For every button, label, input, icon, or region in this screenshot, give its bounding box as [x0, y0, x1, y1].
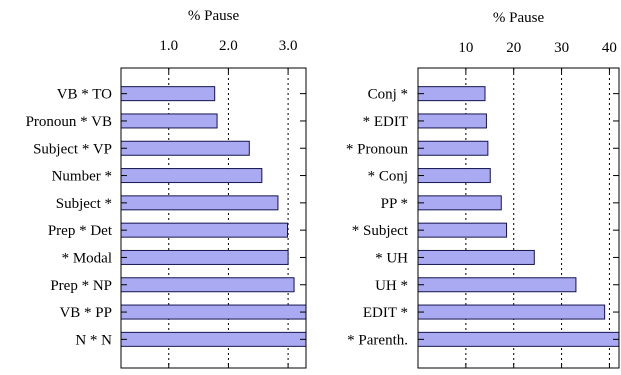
x-tick-label: 30 [554, 40, 569, 56]
axis-title: % Pause [493, 10, 545, 26]
x-tick-label: 1.0 [159, 38, 178, 54]
bar [417, 140, 489, 156]
category-label: VB * TO [57, 87, 112, 103]
category-label: PP * [381, 196, 408, 212]
bar [417, 331, 620, 347]
category-label: UH * [375, 278, 408, 294]
category-label: Prep * NP [50, 278, 112, 294]
chart-panel-1: % Pause 1.0 2.0 3.0 VB * TO Pronoun * VB Subje… [26, 8, 307, 369]
category-label: Prep * Det [48, 223, 113, 239]
category-label: * Modal [62, 250, 112, 266]
bar [120, 222, 288, 238]
x-tick-label: 10 [458, 40, 473, 56]
plot-frame [120, 67, 307, 369]
bar [417, 304, 606, 320]
bar [417, 86, 486, 102]
category-label: * EDIT [363, 114, 408, 130]
category-label: Subject * [56, 196, 112, 212]
bar [417, 168, 491, 184]
category-label: * UH [375, 250, 408, 266]
bar [120, 331, 307, 347]
bar [120, 304, 307, 320]
axis-title: % Pause [188, 8, 240, 24]
x-tick-label: 3.0 [279, 38, 298, 54]
category-label: * Conj [368, 169, 408, 185]
x-tick-label: 2.0 [219, 38, 238, 54]
category-label: * Subject [352, 223, 409, 239]
bar [417, 277, 577, 293]
category-label: Conj * [368, 87, 408, 103]
bar [120, 168, 263, 184]
category-label: Subject * VP [33, 141, 112, 157]
x-tick-label: 40 [602, 40, 617, 56]
category-label: Number * [52, 169, 112, 185]
bar [120, 140, 250, 156]
x-tick-label: 20 [506, 40, 521, 56]
chart-panel-2: % Pause 10 20 30 40 Conj * * EDIT * Pronoun * Co… [346, 10, 620, 369]
category-label: * Pronoun [346, 141, 409, 157]
category-label: Pronoun * VB [26, 114, 112, 130]
bar [417, 113, 487, 129]
bar [120, 113, 218, 129]
bar [120, 195, 279, 211]
category-label: VB * PP [59, 305, 112, 321]
category-label: * Parenth. [347, 332, 408, 348]
bar [120, 277, 295, 293]
bar [417, 195, 502, 211]
plot-frame [417, 67, 620, 369]
bar [417, 222, 508, 238]
category-label: EDIT * [363, 305, 408, 321]
bar [417, 249, 535, 265]
bar [120, 249, 289, 265]
category-label: N * N [75, 332, 112, 348]
bar [120, 86, 216, 102]
